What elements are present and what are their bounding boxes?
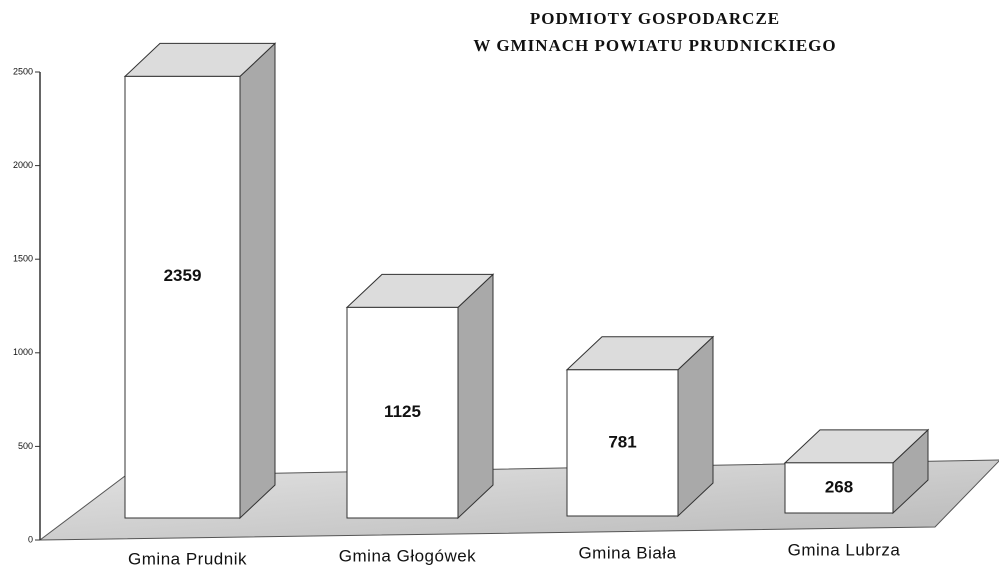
- chart-title: PODMIOTY GOSPODARCZE: [530, 9, 780, 28]
- x-tick-label: Gmina Głogówek: [339, 546, 476, 565]
- bar-side: [457, 273, 494, 520]
- y-tick-label: 2500: [13, 66, 33, 76]
- chart-title: W GMINACH POWIATU PRUDNICKIEGO: [473, 36, 836, 55]
- y-tick-label: 1500: [13, 254, 33, 264]
- bar-side: [239, 42, 276, 520]
- y-tick-label: 0: [28, 534, 33, 544]
- bar: [346, 306, 459, 519]
- x-tick-label: Gmina Prudnik: [128, 549, 247, 568]
- bar: [124, 75, 241, 519]
- value-label: 2359: [164, 266, 202, 285]
- bar: [784, 462, 894, 514]
- y-tick-label: 500: [18, 441, 33, 451]
- value-label: 781: [608, 432, 636, 451]
- floor: [38, 459, 999, 541]
- bar: [566, 369, 679, 517]
- y-tick-label: 2000: [13, 160, 33, 170]
- y-tick-label: 1000: [13, 347, 33, 357]
- value-label: 268: [825, 477, 853, 496]
- x-tick-label: Gmina Biała: [578, 543, 676, 562]
- value-label: 1125: [384, 402, 421, 421]
- x-tick-label: Gmina Lubrza: [788, 540, 901, 559]
